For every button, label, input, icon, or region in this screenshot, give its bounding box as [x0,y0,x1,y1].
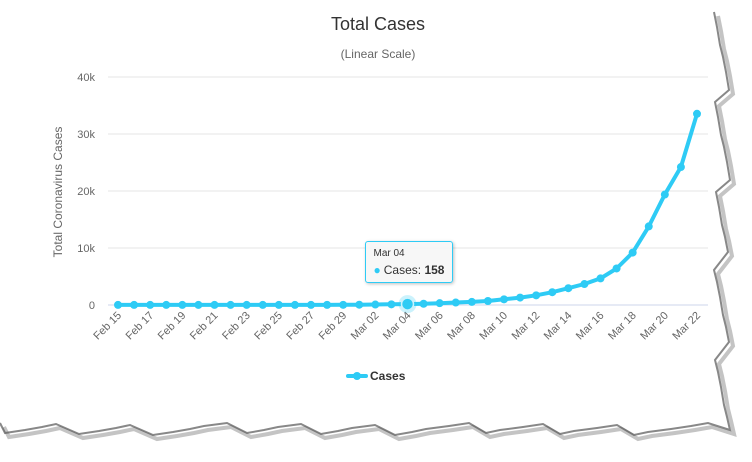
data-point[interactable] [532,291,541,300]
chart-title: Total Cases [331,14,425,34]
data-point[interactable] [660,190,669,199]
x-tick-label: Mar 14 [542,310,575,343]
x-tick-label: Feb 17 [124,310,157,343]
data-point[interactable] [130,300,139,309]
series-cases[interactable] [114,109,701,314]
data-point[interactable] [290,300,299,309]
data-point[interactable] [355,300,364,309]
torn-paper-shadow [2,15,737,442]
data-point[interactable] [258,300,267,309]
data-point[interactable] [274,300,283,309]
legend-marker-symbol [353,372,361,380]
data-point[interactable] [596,274,605,283]
data-point[interactable] [676,163,685,172]
data-point[interactable] [146,300,155,309]
x-tick-label: Feb 29 [317,310,350,343]
x-tick-label: Mar 08 [445,310,478,343]
data-point-halo [398,295,417,314]
data-point-highlighted[interactable] [400,297,415,311]
legend-label-cases[interactable]: Cases [370,369,406,383]
data-point[interactable] [548,288,557,297]
y-tick-label: 0 [89,300,95,312]
data-point[interactable] [114,300,122,309]
y-tick-label: 30k [77,129,95,141]
x-tick-label: Feb 25 [252,310,285,343]
x-tick-label: Mar 22 [670,310,703,343]
x-tick-label: Feb 21 [188,310,221,343]
data-point[interactable] [580,280,589,289]
data-point[interactable] [242,300,251,309]
legend[interactable]: Cases [346,369,406,383]
data-point[interactable] [644,222,653,231]
y-tick-label: 20k [77,186,95,198]
x-tick-label: Mar 10 [477,310,510,343]
y-tick-label: 40k [77,72,95,84]
x-tick-label: Mar 20 [638,310,671,343]
x-tick-label: Mar 16 [574,310,607,343]
data-point[interactable] [516,293,525,302]
data-point[interactable] [210,300,219,309]
data-point[interactable] [564,284,573,293]
y-axis-ticks: 0 10k 20k 30k 40k [77,72,95,312]
x-tick-label: Mar 02 [349,310,382,343]
data-point[interactable] [612,264,621,273]
data-point[interactable] [483,296,492,305]
chart-subtitle: (Linear Scale) [341,47,416,61]
tooltip-series-dot-icon: ● [373,263,381,277]
y-tick-label: 10k [77,243,95,255]
torn-paper-edge [0,11,732,437]
tooltip-date: Mar 04 [373,248,405,259]
tooltip-row: ● Cases: 158 [374,263,445,277]
x-tick-label: Mar 18 [606,310,639,343]
data-point[interactable] [307,300,315,309]
tooltip: Mar 04 ● Cases: 158 [364,241,454,283]
x-tick-label: Mar 04 [381,310,414,343]
x-tick-label: Mar 06 [413,310,446,343]
data-point[interactable] [371,300,380,309]
x-tick-label: Feb 19 [156,310,189,343]
data-point[interactable] [387,300,396,309]
data-point[interactable] [693,109,701,118]
data-point[interactable] [435,299,444,308]
tooltip-series-name: Cases: [383,263,422,277]
data-point[interactable] [451,298,460,307]
data-point[interactable] [339,300,348,309]
y-axis-label: Total Coronavirus Cases [51,127,65,258]
x-tick-label: Mar 12 [510,310,543,343]
data-point[interactable] [194,300,203,309]
data-point[interactable] [419,299,428,308]
x-tick-label: Feb 15 [91,310,124,343]
data-point[interactable] [162,300,171,309]
tooltip-value: 158 [424,263,445,277]
data-point[interactable] [323,300,332,309]
data-point[interactable] [226,300,235,309]
x-axis-ticks: Feb 15 Feb 17 Feb 19 Feb 21 Feb 23 Feb 25 Feb … [91,310,703,343]
data-point[interactable] [178,300,187,309]
grid-lines [108,76,708,306]
x-tick-label: Feb 27 [284,310,317,343]
data-point[interactable] [628,248,637,257]
data-point[interactable] [467,297,476,306]
data-point[interactable] [500,295,508,304]
x-tick-label: Feb 23 [220,310,253,343]
